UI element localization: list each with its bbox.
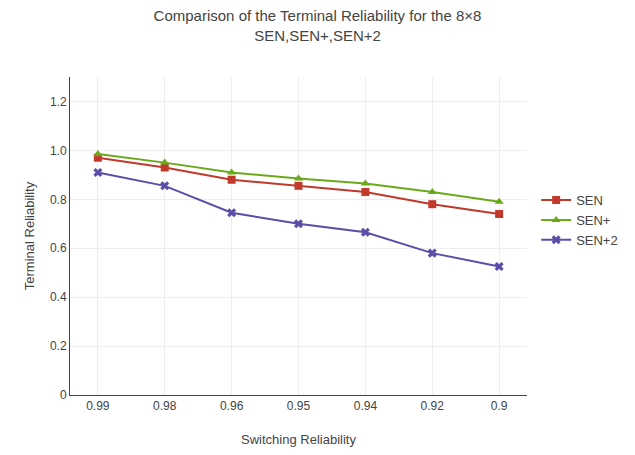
svg-text:Switching Reliability: Switching Reliability bbox=[241, 432, 356, 447]
svg-text:Comparison of the Terminal Rel: Comparison of the Terminal Reliability f… bbox=[154, 7, 482, 44]
svg-text:0.94: 0.94 bbox=[354, 399, 378, 413]
svg-text:0: 0 bbox=[60, 388, 67, 402]
svg-text:0.8: 0.8 bbox=[50, 193, 67, 207]
svg-text:0.95: 0.95 bbox=[287, 399, 311, 413]
svg-text:SEN: SEN bbox=[576, 193, 603, 208]
svg-text:0.9: 0.9 bbox=[491, 399, 508, 413]
svg-text:0.99: 0.99 bbox=[86, 399, 110, 413]
svg-text:0.98: 0.98 bbox=[153, 399, 177, 413]
svg-text:0.4: 0.4 bbox=[50, 290, 67, 304]
svg-text:SEN+: SEN+ bbox=[576, 213, 610, 228]
svg-text:Terminal Reliability: Terminal Reliability bbox=[22, 181, 37, 290]
svg-text:0.96: 0.96 bbox=[220, 399, 244, 413]
svg-text:0.6: 0.6 bbox=[50, 241, 67, 255]
svg-text:0.2: 0.2 bbox=[50, 339, 67, 353]
svg-text:SEN+2: SEN+2 bbox=[576, 233, 618, 248]
svg-text:1.2: 1.2 bbox=[50, 95, 67, 109]
svg-text:1.0: 1.0 bbox=[50, 144, 67, 158]
svg-text:0.92: 0.92 bbox=[421, 399, 445, 413]
